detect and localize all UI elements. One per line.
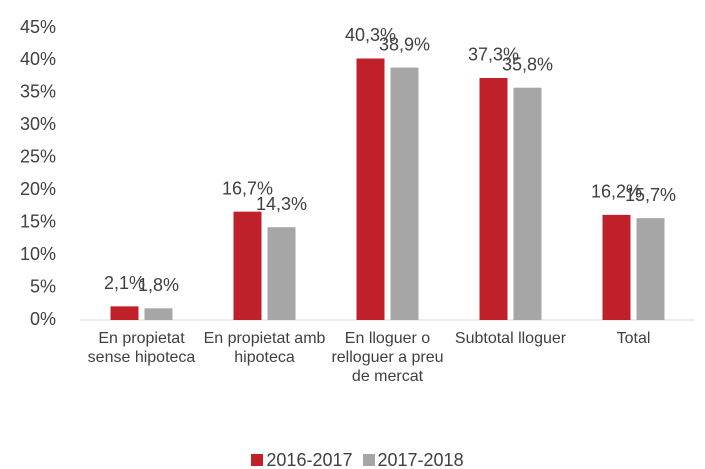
y-tick-label: 5% (30, 276, 56, 296)
legend-label: 2017-2018 (377, 450, 464, 469)
bar (602, 214, 631, 320)
x-tick-label: En lloguer o relloguer a preu de mercat (331, 330, 444, 385)
data-label: 15,7% (625, 185, 676, 205)
bar (356, 58, 385, 321)
legend-swatch (362, 454, 375, 466)
legend-swatch (251, 454, 264, 466)
data-label: 16,7% (222, 178, 273, 198)
data-label: 14,3% (256, 194, 307, 214)
bar (479, 77, 508, 320)
x-tick-label: Subtotal lloguer (454, 330, 567, 347)
legend-label: 2016-2017 (266, 450, 353, 469)
bar (144, 308, 173, 320)
y-tick-label: 10% (20, 244, 56, 264)
bar (233, 211, 262, 320)
y-tick-label: 15% (20, 211, 56, 231)
data-label: 37,3% (468, 45, 519, 65)
data-label: 16,2% (591, 182, 642, 202)
data-label: 40,3% (345, 25, 396, 45)
legend: 2016-2017 2017-2018 (0, 450, 705, 469)
x-tick-label: En propietat sense hipoteca (87, 330, 196, 366)
bar (110, 306, 139, 320)
bar (267, 227, 296, 320)
data-label: 2,1% (104, 273, 145, 293)
y-tick-label: 30% (20, 114, 56, 134)
y-tick-label: 0% (30, 309, 56, 329)
bar (636, 218, 665, 320)
y-tick-label: 25% (20, 147, 56, 167)
bar (513, 87, 542, 320)
data-label: 1,8% (138, 275, 179, 295)
y-tick-label: 35% (20, 82, 56, 102)
x-tick-label: Total (616, 330, 651, 347)
y-tick-label: 20% (20, 179, 56, 199)
data-label: 35,8% (502, 54, 553, 74)
x-tick-label: En propietat amb hipoteca (203, 330, 326, 366)
y-tick-label: 40% (20, 49, 56, 69)
data-label: 38,9% (379, 34, 430, 54)
bar (390, 67, 419, 321)
y-tick-label: 45% (20, 17, 56, 37)
